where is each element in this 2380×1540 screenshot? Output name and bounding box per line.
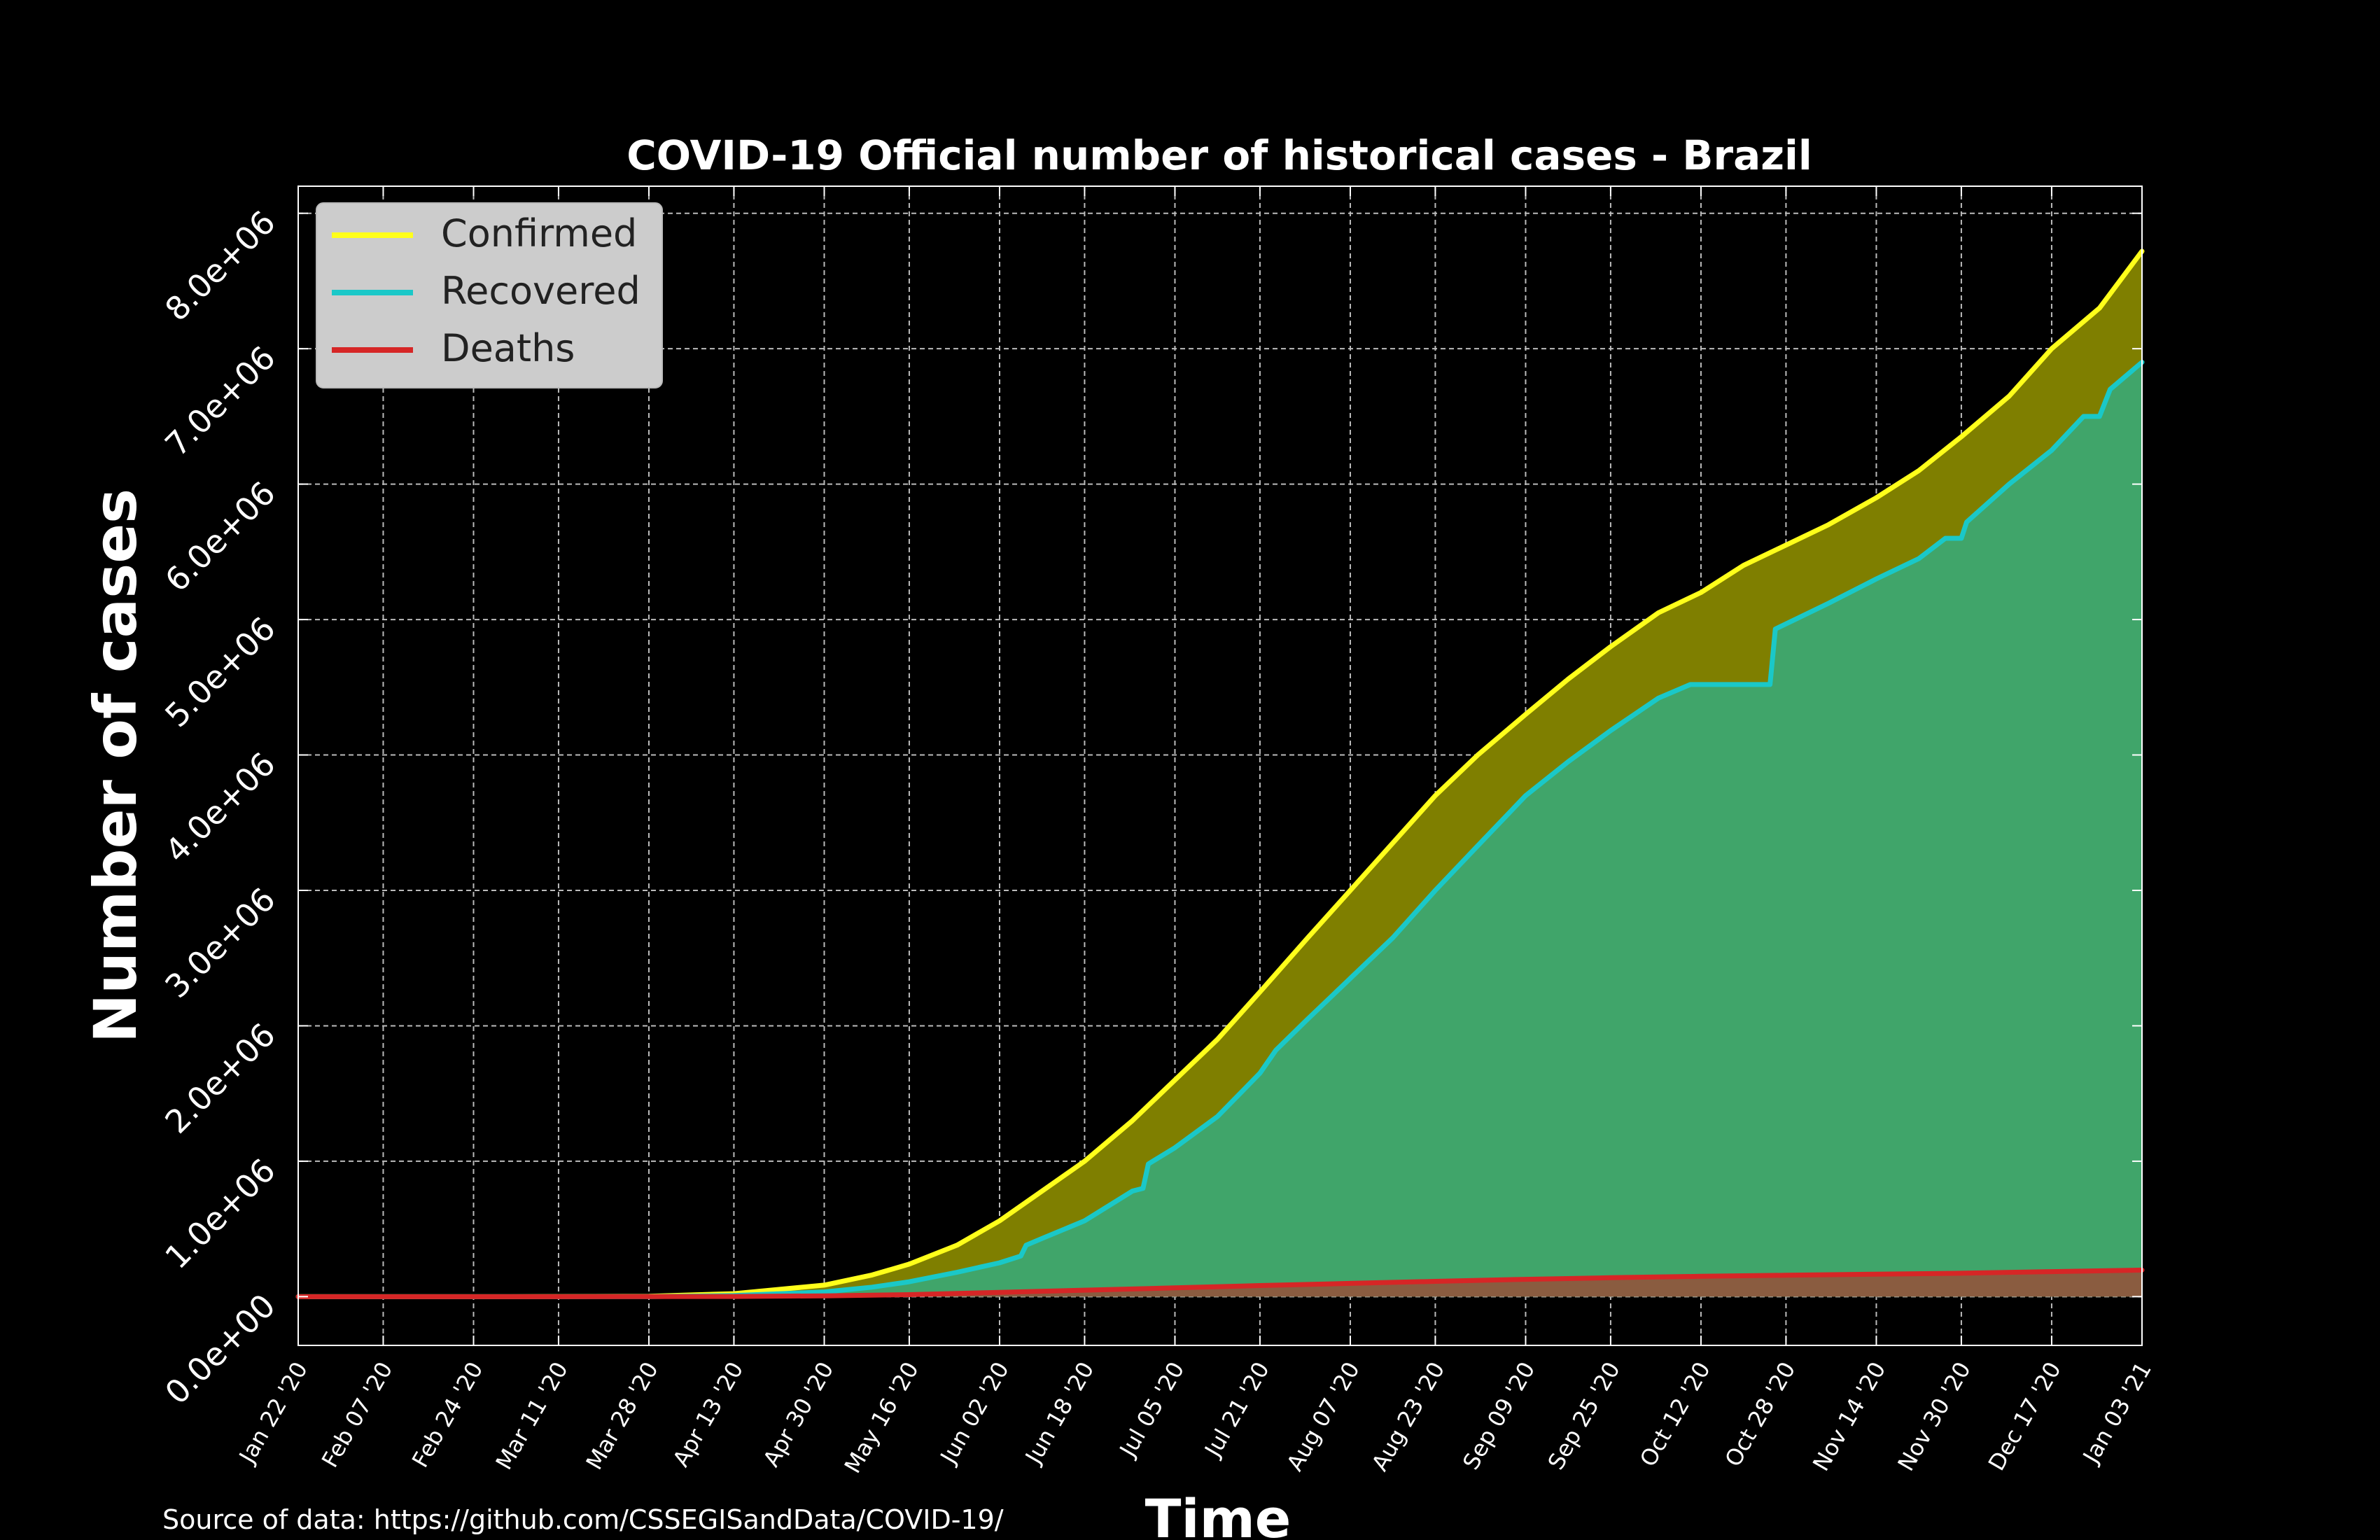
y-axis-label: Number of cases (81, 489, 150, 1043)
line-recovered (295, 360, 2145, 1299)
area-recovered (298, 362, 2142, 1297)
line-confirmed (295, 248, 2145, 1299)
series-lines (295, 248, 2145, 1299)
chart-title: COVID-19 Official number of historical c… (626, 132, 1812, 179)
legend: Confirmed Recovered Deaths (316, 202, 663, 388)
line-deaths (295, 1267, 2145, 1299)
legend-label-deaths: Deaths (441, 326, 575, 370)
plot-frame (298, 186, 2143, 1346)
legend-label-recovered: Recovered (441, 269, 640, 313)
legend-box (316, 202, 663, 388)
x-axis-label: Time (1145, 1488, 1292, 1540)
legend-label-confirmed: Confirmed (441, 211, 637, 255)
source-note: Source of data: https://github.com/CSSEG… (162, 1504, 1004, 1535)
